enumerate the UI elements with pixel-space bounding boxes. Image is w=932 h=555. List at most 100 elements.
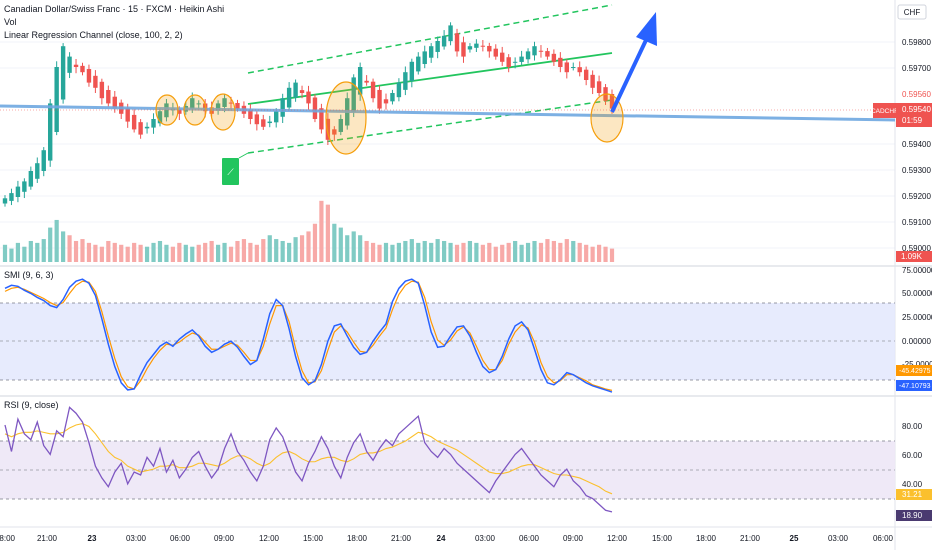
candle-body xyxy=(409,61,415,82)
candle-body xyxy=(493,48,498,57)
volume-bar xyxy=(448,242,453,262)
candle-body xyxy=(590,74,595,88)
volume-bar xyxy=(474,242,479,262)
volume-bar xyxy=(454,244,460,262)
smi-main-tag xyxy=(896,380,932,391)
time-tick: 03:00 xyxy=(828,534,849,543)
volume-bar xyxy=(442,240,447,262)
volume-bar xyxy=(299,235,305,262)
currency-badge[interactable] xyxy=(897,4,927,20)
volume-tag-label: 1.09K xyxy=(901,252,923,261)
volume-bar xyxy=(106,240,111,262)
lrc-label: Linear Regression Channel (close, 100, 2… xyxy=(4,30,183,40)
candle-body xyxy=(319,108,324,130)
volume-bar xyxy=(209,240,214,262)
channel-marker-anchor xyxy=(238,152,249,159)
volume-bar xyxy=(325,204,330,262)
volume-bar xyxy=(590,246,595,262)
volume-bar xyxy=(241,239,247,262)
candle-body xyxy=(144,126,150,129)
volume-bar xyxy=(15,242,21,262)
volume-bar xyxy=(500,244,505,262)
channel-marker-box xyxy=(222,158,239,185)
volume-bar xyxy=(480,244,485,262)
volume-bar xyxy=(157,240,163,262)
volume-bar xyxy=(358,235,363,262)
price-tick-2: 0.59400 xyxy=(902,140,931,149)
candle-body xyxy=(306,91,311,104)
volume-bar xyxy=(73,240,79,262)
volume-bar xyxy=(312,223,318,262)
volume-bar xyxy=(416,242,421,262)
projection-arrow xyxy=(610,12,657,113)
candle-body xyxy=(500,52,505,62)
time-tick: 06:00 xyxy=(170,534,191,543)
volume-bar xyxy=(513,240,518,262)
volume-bar xyxy=(577,242,582,262)
candle-body xyxy=(551,53,557,62)
volume-bar xyxy=(538,242,544,262)
candle-body xyxy=(571,67,576,68)
time-tick: 21:00 xyxy=(391,534,412,543)
candle-body xyxy=(454,33,460,52)
volume-bar xyxy=(254,244,259,262)
volume-bar xyxy=(351,231,356,262)
volume-bar xyxy=(35,242,40,262)
candle-body xyxy=(54,67,59,132)
candle-body xyxy=(312,97,318,119)
candle-body xyxy=(435,41,440,52)
time-axis: 18:00 21:00 23 03:00 06:00 09:00 12:00 15:00 18:… xyxy=(0,534,894,543)
candle-body xyxy=(60,46,66,100)
volume-bar xyxy=(248,242,253,262)
candle-body xyxy=(73,64,79,67)
volume-bar xyxy=(164,244,169,262)
candle-body xyxy=(332,129,337,135)
rsi-tick-1: 60.00 xyxy=(902,451,923,460)
volume-bar xyxy=(61,231,66,262)
time-tick: 03:00 xyxy=(475,534,496,543)
volume-bar xyxy=(345,235,350,262)
candle-body xyxy=(480,45,486,47)
candle-body xyxy=(506,57,511,67)
smi-tick-2: 25.00000 xyxy=(902,313,932,322)
candle-body xyxy=(35,163,40,179)
rsi-tick-0: 80.00 xyxy=(902,422,923,431)
candle-body xyxy=(228,102,234,104)
channel-lower-line xyxy=(247,99,613,154)
volume-bar xyxy=(112,242,117,262)
candle-body xyxy=(131,114,137,130)
highlight-markers xyxy=(155,81,624,155)
candle-body xyxy=(138,122,143,135)
candle-body xyxy=(164,103,169,118)
volume-bar xyxy=(422,240,427,262)
volume-bar xyxy=(525,242,531,262)
volume-bar xyxy=(9,248,14,262)
candle-body xyxy=(274,111,279,123)
volume-bar xyxy=(467,240,473,262)
price-tick-0: 0.59800 xyxy=(902,38,931,47)
highlight-circle-4 xyxy=(325,81,367,155)
volume-bar xyxy=(609,248,615,262)
volume-bar xyxy=(338,227,343,262)
volume-bar xyxy=(54,219,59,262)
volume-bar xyxy=(125,246,130,262)
volume-bar xyxy=(435,239,440,262)
volume-bar xyxy=(519,244,524,262)
volume-bar xyxy=(86,242,92,262)
volume-bar xyxy=(67,235,72,262)
rsi-value-tag xyxy=(896,510,932,521)
candle-body xyxy=(196,103,201,105)
candle-body xyxy=(512,61,518,63)
volume-bar xyxy=(603,246,608,262)
rsi-ma-value: 31.21 xyxy=(902,490,923,499)
volume-bar xyxy=(28,240,33,262)
candle-body xyxy=(583,69,589,80)
volume-bar xyxy=(383,242,389,262)
highlight-circle-3 xyxy=(210,93,236,131)
channel-upper-line xyxy=(247,4,613,74)
volume-bar xyxy=(293,237,298,262)
countdown-label: 01:59 xyxy=(902,116,923,125)
smi-main-value: -47.10793 xyxy=(899,383,931,390)
